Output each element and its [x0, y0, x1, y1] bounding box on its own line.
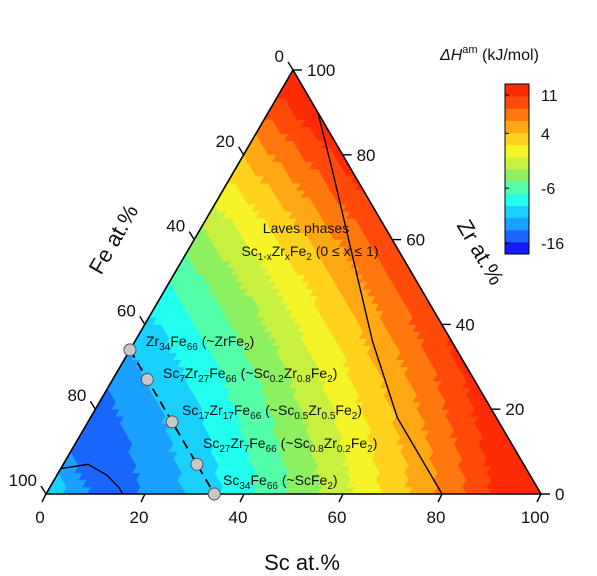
sc-tick: [140, 493, 146, 503]
zr-tick-label: 60: [406, 231, 425, 250]
colorbar-tick-label: -6: [541, 181, 555, 198]
composition-point: [123, 343, 137, 357]
colorbar-swatch: [505, 169, 529, 182]
colorbar-swatch: [505, 181, 529, 194]
colorbar-tick-label: 11: [541, 88, 558, 105]
colorbar-swatch: [505, 96, 529, 109]
sc-tick-label: 100: [521, 508, 549, 527]
fe-tick: [188, 231, 195, 240]
fe-tick-label: 80: [67, 386, 86, 405]
colorbar-swatch: [505, 229, 529, 243]
fe-tick-label: 20: [216, 132, 235, 151]
composition-point: [190, 457, 204, 471]
sc-tick: [437, 493, 443, 503]
composition-point: [207, 487, 221, 501]
sc-tick-label: 40: [229, 508, 248, 527]
colorbar-swatch: [505, 241, 529, 255]
fe-tick-label: 100: [9, 471, 37, 490]
zr-tick-label: 100: [307, 61, 335, 80]
colorbar-swatch: [505, 217, 529, 231]
zr-tick-label: 80: [357, 146, 376, 165]
colorbar-title: ΔHam (kJ/mol): [439, 44, 539, 64]
colorbar-swatch: [505, 205, 529, 219]
composition-point: [140, 373, 154, 387]
fe-axis-title: Fe at.%: [84, 200, 144, 278]
colorbar-swatches: [505, 84, 529, 255]
sc-tick: [338, 493, 344, 503]
colorbar: ΔHam (kJ/mol) 11 4 -6 -16: [439, 44, 564, 255]
sc-tick-label: 80: [427, 508, 446, 527]
sc-tick-label: 20: [130, 508, 149, 527]
fe-tick: [238, 146, 245, 156]
laves-phases-label: Laves phases: [263, 220, 349, 236]
colorbar-swatch: [505, 108, 529, 121]
colorbar-swatch: [505, 156, 529, 170]
sc-tick-label: 60: [328, 508, 347, 527]
fe-tick: [139, 316, 146, 325]
colorbar-swatch: [505, 193, 529, 206]
colorbar-tick-label: 4: [541, 126, 550, 143]
sc-axis-title: Sc at.%: [264, 550, 340, 575]
sc-tick: [41, 493, 47, 503]
fe-tick-label: 0: [275, 47, 284, 66]
enthalpy-contour-field: [46, 70, 541, 494]
colorbar-swatch: [505, 132, 529, 146]
sc-tick: [239, 493, 245, 503]
fe-tick: [287, 61, 294, 71]
fe-tick-label: 40: [166, 217, 185, 236]
sc-tick-label: 0: [35, 508, 44, 527]
composition-point: [165, 415, 179, 429]
zr-axis-title: Zr at.%: [452, 215, 509, 289]
fe-tick-label: 60: [117, 301, 136, 320]
fe-tick: [89, 400, 96, 410]
fe-tick: [40, 485, 47, 495]
colorbar-tick-label: -16: [541, 236, 564, 253]
sc-tick: [536, 493, 542, 503]
zr-tick-label: 0: [555, 485, 564, 504]
zr-tick-label: 20: [505, 400, 524, 419]
colorbar-swatch: [505, 144, 529, 158]
colorbar-swatch: [505, 120, 529, 134]
zr-tick-label: 40: [456, 315, 475, 334]
